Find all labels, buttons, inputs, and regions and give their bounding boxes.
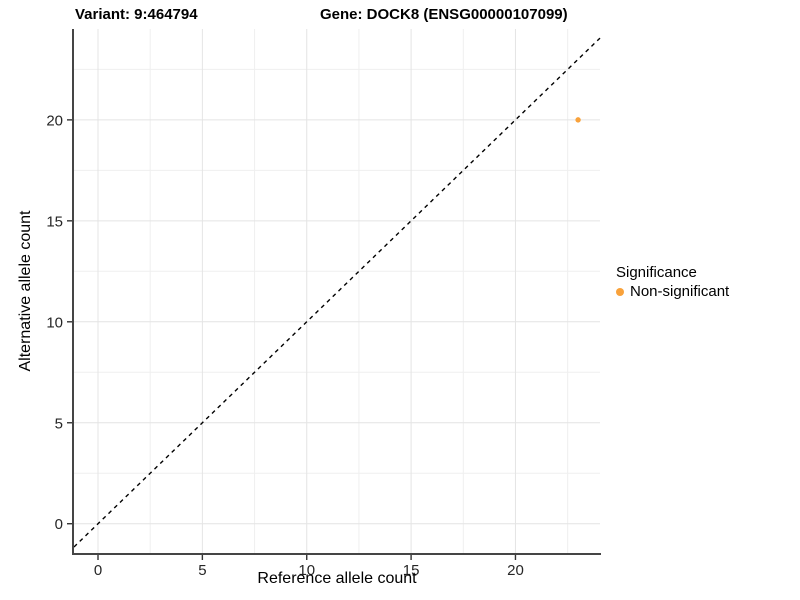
identity-line — [73, 37, 601, 548]
x-tick-label: 20 — [507, 562, 524, 579]
legend: Significance Non-significant — [616, 263, 729, 302]
data-point — [575, 117, 581, 123]
y-tick-label: 5 — [55, 415, 63, 432]
legend-item-non-significant: Non-significant — [616, 282, 729, 302]
y-tick-label: 15 — [46, 213, 63, 230]
legend-point-swatch-icon — [616, 288, 624, 296]
legend-title: Significance — [616, 264, 697, 281]
x-axis-title: Reference allele count — [257, 570, 417, 587]
y-tick-label: 20 — [46, 112, 63, 129]
legend-item-label: Non-significant — [630, 283, 730, 300]
gene-title: Gene: DOCK8 (ENSG00000107099) — [320, 6, 568, 23]
x-tick-label: 15 — [403, 562, 420, 579]
y-axis-title: Alternative allele count — [17, 210, 34, 372]
x-tick-label: 0 — [94, 562, 102, 579]
y-tick-label: 0 — [55, 516, 63, 533]
variant-title: Variant: 9:464794 — [75, 6, 198, 23]
y-tick-label: 10 — [46, 314, 63, 331]
x-tick-label: 5 — [198, 562, 206, 579]
x-tick-label: 10 — [298, 562, 315, 579]
